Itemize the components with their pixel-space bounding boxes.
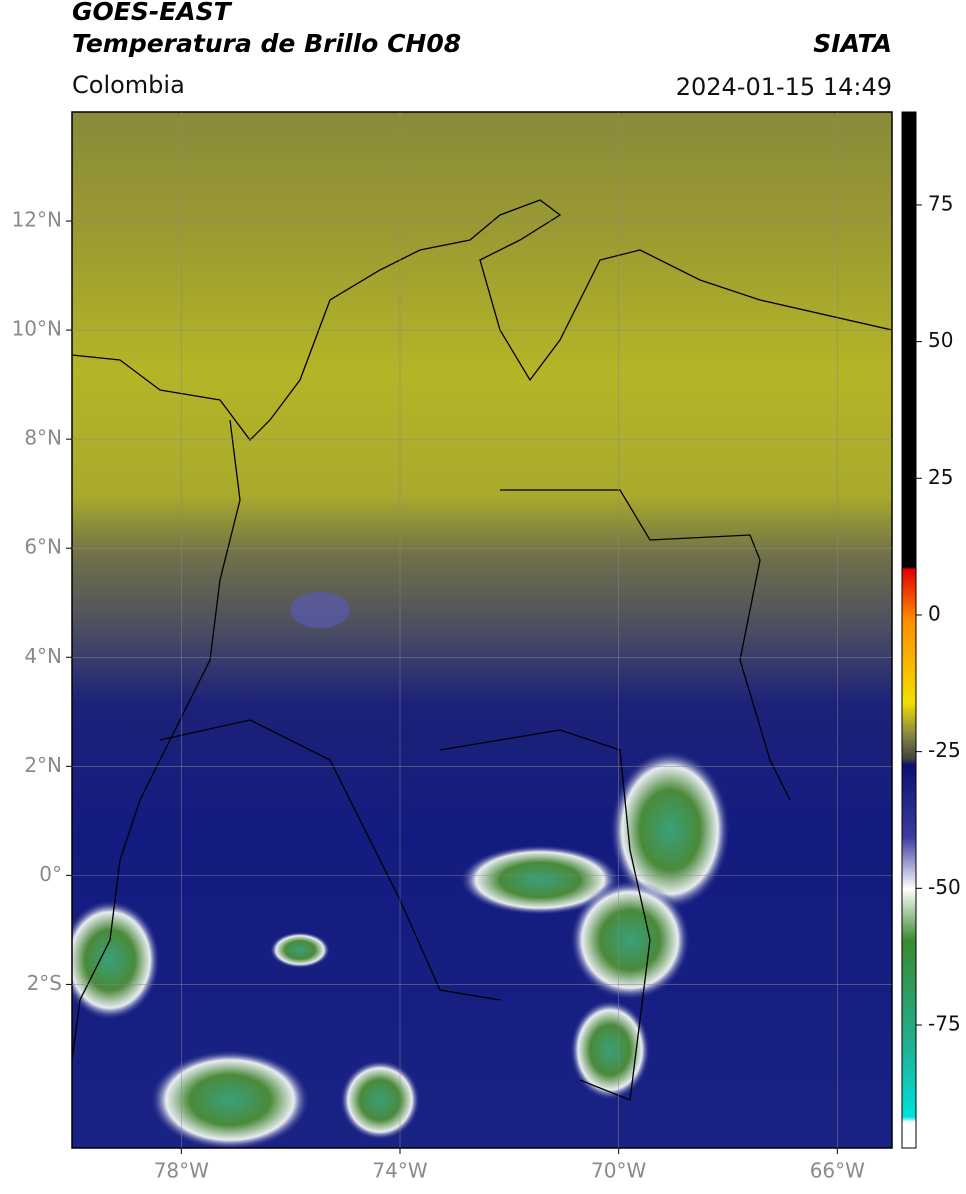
subtitle: Temperatura de Brillo CH08 bbox=[72, 29, 461, 58]
colorbar-tick-label: -25 bbox=[928, 738, 961, 762]
lat-tick-label: 0° bbox=[39, 862, 62, 886]
lat-tick-label: 12°N bbox=[12, 208, 62, 232]
lon-tick-label: 66°W bbox=[810, 1159, 865, 1183]
colorbar-tick-label: -75 bbox=[928, 1011, 961, 1035]
source: SIATA bbox=[813, 29, 892, 58]
colorbar-tick-label: 0 bbox=[928, 601, 941, 625]
colorbar-tick-label: -50 bbox=[928, 875, 961, 899]
colorbar-tick-label: 25 bbox=[928, 465, 953, 489]
lat-tick-label: 4°N bbox=[24, 644, 62, 668]
lat-tick-label: 10°N bbox=[12, 317, 62, 341]
lon-tick-label: 70°W bbox=[591, 1159, 646, 1183]
lat-tick-label: 2°S bbox=[27, 971, 62, 995]
colorbar-tick-label: 50 bbox=[928, 328, 953, 352]
satellite-image bbox=[72, 112, 892, 1148]
lat-tick-label: 8°N bbox=[24, 426, 62, 450]
lon-tick-label: 78°W bbox=[154, 1159, 209, 1183]
lat-tick-label: 2°N bbox=[24, 753, 62, 777]
colorbar bbox=[901, 111, 917, 1149]
lon-tick-label: 74°W bbox=[372, 1159, 427, 1183]
colorbar-tick-label: 75 bbox=[928, 191, 953, 215]
timestamp: 2024-01-15 14:49 bbox=[676, 73, 892, 101]
title: GOES-EAST bbox=[72, 0, 233, 26]
map-frame bbox=[71, 111, 893, 1149]
region: Colombia bbox=[72, 71, 185, 99]
lat-tick-label: 6°N bbox=[24, 535, 62, 559]
